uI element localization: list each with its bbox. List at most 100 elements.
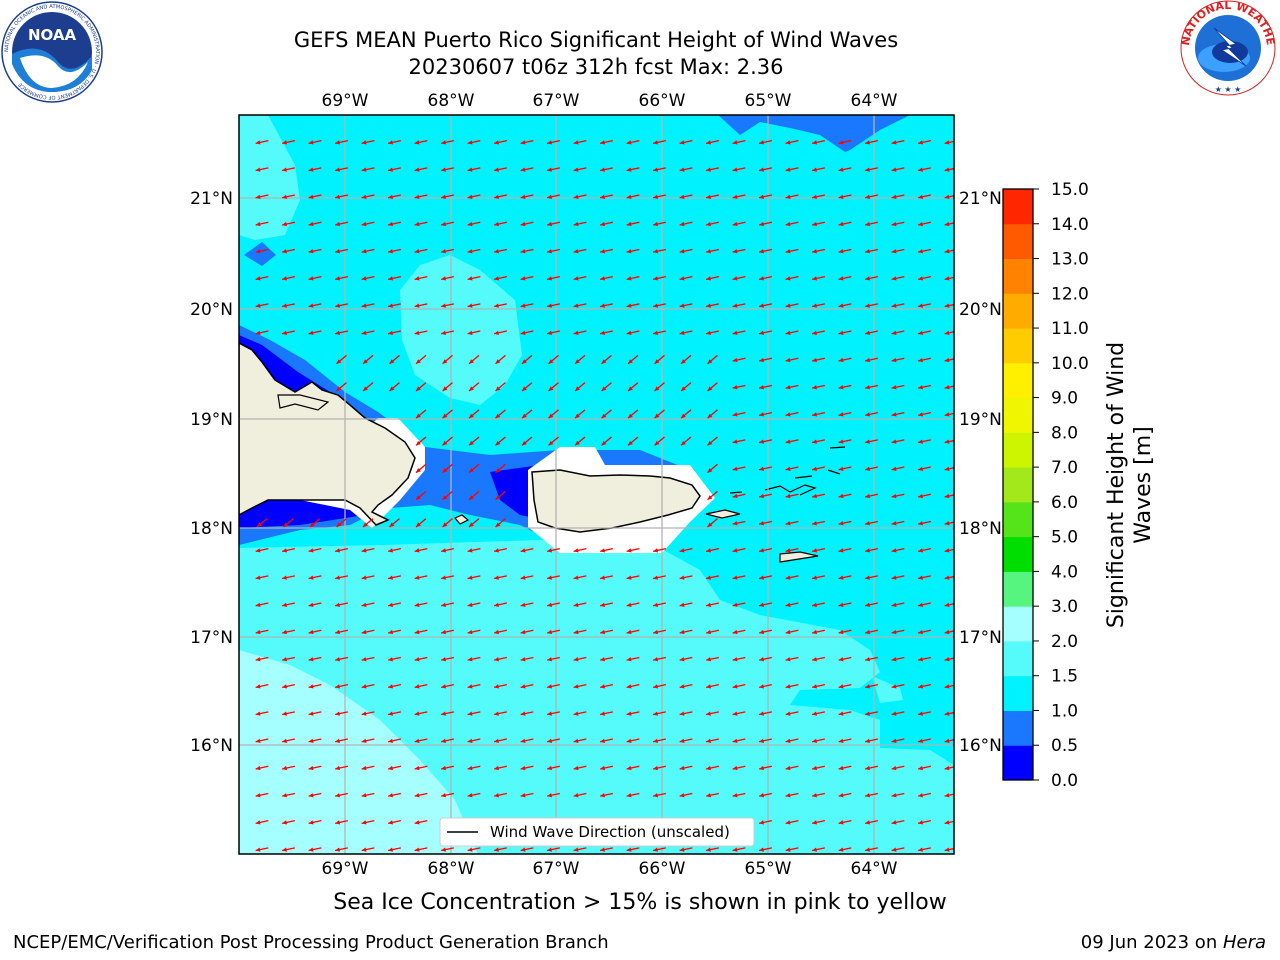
- wave-direction-arrowhead: [520, 548, 526, 553]
- wave-direction-arrowhead: [335, 711, 340, 716]
- wave-direction-arrowhead: [759, 657, 764, 662]
- wave-direction-arrowhead: [255, 765, 261, 771]
- wave-direction-arrowhead: [335, 820, 340, 825]
- wave-direction-arrowhead: [361, 276, 367, 281]
- colorbar-segment: [1003, 745, 1033, 781]
- lon-tick-label-bottom: 67°W: [533, 859, 580, 879]
- wave-direction-arrowhead: [865, 412, 870, 417]
- wave-direction-arrowhead: [282, 793, 287, 798]
- wave-direction-arrowhead: [308, 602, 314, 607]
- wave-direction-arrowhead: [865, 330, 870, 335]
- colorbar-tick-label: 3.0: [1051, 597, 1078, 617]
- colorbar-segment: [1003, 223, 1033, 260]
- wave-direction-arrowhead: [732, 167, 738, 172]
- wave-direction-arrowhead: [812, 629, 817, 635]
- wave-direction-arrowhead: [865, 439, 870, 444]
- wave-direction-arrowhead: [812, 575, 817, 580]
- wave-direction-arrowhead: [469, 495, 474, 500]
- wave-direction-arrowhead: [865, 847, 870, 852]
- wave-fill-nw-patch: [239, 115, 300, 240]
- wave-direction-arrowhead: [653, 276, 658, 281]
- svg-text:NOAA: NOAA: [28, 26, 77, 44]
- wave-direction-arrowhead: [732, 493, 738, 499]
- colorbar-tick-label: 12.0: [1051, 284, 1089, 304]
- wave-direction-arrowhead: [467, 602, 473, 607]
- wave-direction-arrowhead: [282, 765, 287, 771]
- wave-direction-arrowhead: [547, 629, 552, 635]
- wave-direction-arrowhead: [547, 765, 552, 771]
- wave-direction-arrowhead: [865, 765, 870, 771]
- wave-direction-arrowhead: [891, 140, 897, 145]
- colorbar-segment: [1003, 640, 1033, 677]
- wave-direction-arrowhead: [679, 793, 685, 798]
- wave-direction-arrowhead: [494, 711, 499, 716]
- wave-direction-arrowhead: [838, 167, 844, 172]
- wave-direction-arrowhead: [416, 413, 421, 419]
- wave-direction-arrowhead: [891, 303, 897, 308]
- wave-direction-arrowhead: [601, 440, 607, 446]
- wave-direction-arrowhead: [361, 765, 367, 771]
- wave-direction-arrowhead: [918, 493, 923, 499]
- wave-direction-arrowhead: [891, 575, 897, 580]
- colorbar-label-line1: Significant Height of Wind: [1104, 342, 1129, 628]
- wave-direction-arrowhead: [944, 629, 950, 635]
- wave-direction-arrowhead: [944, 548, 950, 553]
- wave-direction-arrowhead: [812, 276, 817, 281]
- wave-direction-arrowhead: [812, 385, 817, 390]
- wave-direction-arrowhead: [388, 221, 393, 227]
- wave-direction-arrowhead: [389, 522, 395, 527]
- land-virgin-islands: [729, 446, 846, 496]
- wave-direction-arrowhead: [282, 657, 287, 662]
- wave-direction-arrowhead: [706, 249, 711, 254]
- wave-direction-arrowhead: [679, 140, 685, 145]
- wave-direction-arrowhead: [626, 684, 632, 689]
- wave-direction-arrowhead: [891, 738, 897, 743]
- wave-direction-arrowhead: [707, 440, 713, 446]
- wave-direction-arrowhead: [361, 738, 367, 743]
- wave-direction-arrowhead: [414, 738, 420, 743]
- wave-direction-arrowhead: [891, 167, 897, 172]
- wave-direction-arrowhead: [679, 711, 685, 716]
- wave-direction-arrowhead: [706, 221, 711, 227]
- lat-tick-label-right: 16°N: [959, 736, 1002, 756]
- wave-fill-0-0.5-a: [239, 335, 330, 395]
- wave-direction-arrowhead: [707, 359, 713, 364]
- wave-direction-arrowhead: [785, 765, 791, 771]
- legend-label: Wind Wave Direction (unscaled): [490, 823, 730, 841]
- wave-direction-arrowhead: [600, 711, 605, 716]
- wave-direction-arrowhead: [759, 738, 764, 743]
- wave-direction-arrowhead: [785, 167, 791, 172]
- wave-direction-arrowhead: [547, 140, 552, 145]
- wave-direction-arrowhead: [573, 303, 579, 308]
- wave-direction-arrowhead: [467, 221, 473, 227]
- wave-direction-arrowhead: [918, 575, 923, 580]
- wave-direction-arrowhead: [255, 847, 261, 852]
- wave-direction-arrowhead: [361, 711, 367, 716]
- wave-direction-arrowhead: [653, 575, 658, 580]
- wave-direction-arrowhead: [520, 738, 526, 743]
- wave-direction-arrowhead: [759, 439, 764, 444]
- wave-direction-arrowhead: [494, 629, 499, 635]
- wave-direction-arrowhead: [388, 602, 393, 607]
- wave-direction-arrowhead: [467, 194, 473, 199]
- wave-direction-arrowhead: [865, 140, 870, 145]
- wave-direction-arrowhead: [785, 276, 791, 281]
- colorbar-segment: [1003, 293, 1033, 329]
- wave-direction-arrowhead: [785, 684, 791, 689]
- wave-direction-arrowhead: [812, 657, 817, 662]
- wave-direction-arrowhead: [653, 711, 658, 716]
- wave-direction-arrowhead: [600, 793, 605, 798]
- wave-direction-arrowhead: [547, 548, 552, 553]
- wave-direction-arrowhead: [255, 629, 261, 635]
- wave-direction-arrowhead: [442, 386, 448, 391]
- wave-direction-arrowhead: [547, 330, 552, 335]
- lat-tick-label-left: 20°N: [190, 300, 233, 320]
- wave-direction-arrowhead: [653, 249, 658, 254]
- wave-direction-arrowhead: [679, 629, 685, 635]
- wave-direction-arrowhead: [308, 575, 314, 580]
- wave-fill-0-0.5-b: [239, 500, 365, 528]
- lon-tick-label-top: 69°W: [322, 91, 369, 111]
- wave-direction-arrowhead: [918, 847, 923, 852]
- wave-direction-arrowhead: [891, 357, 897, 363]
- wave-direction-arrowhead: [812, 303, 817, 308]
